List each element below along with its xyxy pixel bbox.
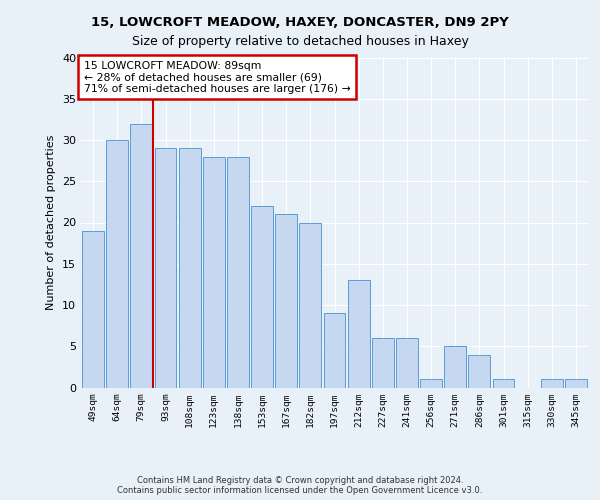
Text: Contains HM Land Registry data © Crown copyright and database right 2024.
Contai: Contains HM Land Registry data © Crown c… bbox=[118, 476, 482, 495]
Bar bbox=[372, 338, 394, 388]
Bar bbox=[155, 148, 176, 388]
Bar bbox=[299, 222, 321, 388]
Bar bbox=[445, 346, 466, 388]
Bar bbox=[348, 280, 370, 388]
Bar bbox=[469, 354, 490, 388]
Bar bbox=[227, 156, 249, 388]
Bar bbox=[565, 379, 587, 388]
Text: Size of property relative to detached houses in Haxey: Size of property relative to detached ho… bbox=[131, 35, 469, 48]
Bar bbox=[251, 206, 273, 388]
Text: 15, LOWCROFT MEADOW, HAXEY, DONCASTER, DN9 2PY: 15, LOWCROFT MEADOW, HAXEY, DONCASTER, D… bbox=[91, 16, 509, 30]
Bar bbox=[420, 379, 442, 388]
Bar bbox=[323, 313, 346, 388]
Bar bbox=[541, 379, 563, 388]
Bar bbox=[203, 156, 224, 388]
Bar bbox=[275, 214, 297, 388]
Bar bbox=[493, 379, 514, 388]
Y-axis label: Number of detached properties: Number of detached properties bbox=[46, 135, 56, 310]
Bar bbox=[179, 148, 200, 388]
Text: 15 LOWCROFT MEADOW: 89sqm
← 28% of detached houses are smaller (69)
71% of semi-: 15 LOWCROFT MEADOW: 89sqm ← 28% of detac… bbox=[83, 61, 350, 94]
Bar bbox=[106, 140, 128, 388]
Bar bbox=[82, 231, 104, 388]
Bar bbox=[130, 124, 152, 388]
Bar bbox=[396, 338, 418, 388]
